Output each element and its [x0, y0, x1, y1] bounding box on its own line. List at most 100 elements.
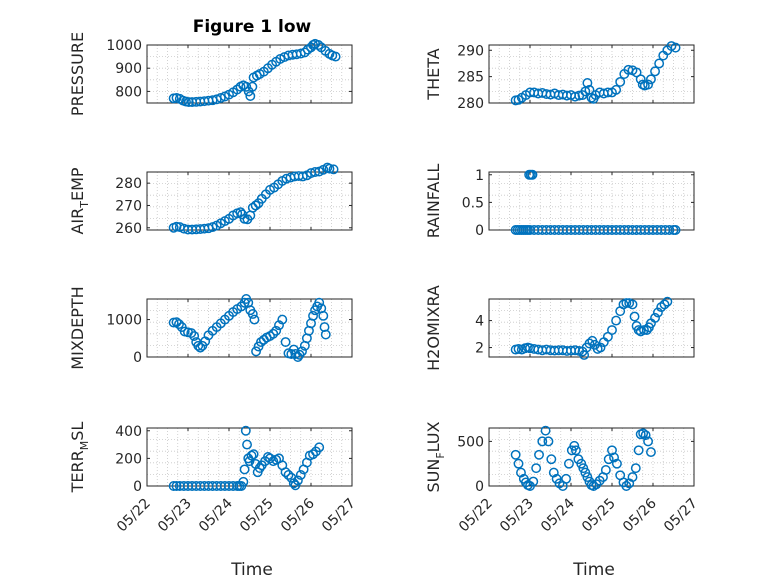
data-point: [570, 345, 581, 356]
data-point: [239, 464, 250, 475]
data-point: [570, 91, 581, 102]
subplot-7: 0 200 400 TERRMSL 05/22 05/23 05/24 05/25 05/26 0…: [68, 422, 359, 536]
data-point: [534, 449, 544, 460]
data-point: [299, 47, 310, 58]
axes-frame: [146, 171, 353, 231]
x-tick-label: 05/24: [538, 495, 578, 535]
data-point: [629, 311, 640, 322]
data-point: [646, 447, 656, 458]
y-tick-label: 500: [457, 434, 484, 450]
data-point: [283, 470, 294, 480]
x-tick-label: 05/26: [278, 495, 318, 535]
data-point: [670, 42, 681, 53]
x-tick-label: 05/22: [114, 496, 154, 536]
data-point: [280, 337, 291, 347]
y-tick-label: 285: [457, 70, 484, 86]
x-tick-label: 05/24: [196, 495, 236, 535]
data-point: [633, 445, 644, 456]
data-point: [286, 472, 297, 483]
y-tick-label: 270: [115, 198, 142, 214]
y-axis-label: AIRTEMP: [68, 167, 91, 234]
data-point: [627, 299, 638, 310]
data-point: [238, 476, 249, 487]
y-tick-label: 200: [115, 451, 142, 467]
y-axis-label: THETA: [424, 48, 443, 100]
data-point: [627, 472, 638, 483]
data-point: [247, 81, 258, 92]
data-point: [638, 428, 649, 439]
y-tick-label: 900: [115, 61, 142, 77]
data-point: [569, 440, 580, 451]
data-point: [247, 309, 258, 319]
y-tick-label: 1000: [106, 38, 142, 54]
data-point: [330, 51, 341, 62]
data-point: [249, 314, 260, 325]
y-tick-label: 290: [457, 43, 484, 59]
data-point: [561, 473, 572, 484]
data-point: [543, 436, 554, 447]
data-point: [603, 454, 614, 465]
data-point: [195, 342, 206, 353]
data-point: [313, 40, 324, 50]
data-point: [564, 458, 574, 469]
axes-frame: [488, 298, 695, 358]
data-point: [328, 164, 339, 175]
data-point: [319, 322, 330, 333]
data-point: [546, 454, 557, 465]
x-tick-label: 05/25: [237, 496, 277, 536]
data-point: [662, 296, 673, 307]
data-point: [576, 458, 587, 469]
data-point: [548, 467, 559, 478]
y-tick-label: 0.5: [462, 195, 484, 211]
y-tick-label: 0: [133, 479, 142, 495]
data-point: [527, 169, 538, 180]
axes-frame: [488, 171, 695, 231]
data-point: [639, 325, 649, 335]
data-point: [652, 307, 663, 318]
data-point: [215, 92, 226, 103]
data-point: [250, 200, 261, 211]
data-point: [251, 346, 262, 357]
subplot-6: 2 4 H2OMIXRA: [424, 285, 695, 371]
data-point: [189, 331, 200, 341]
data-point: [528, 476, 539, 487]
x-axis-label-left: Time: [230, 560, 273, 580]
data-point: [664, 225, 675, 235]
x-tick-label: 05/27: [319, 496, 359, 536]
data-point: [295, 470, 306, 480]
data-point: [650, 66, 660, 77]
figure-title: Figure 1 low: [193, 17, 312, 37]
data-point: [615, 76, 626, 87]
y-tick-label: 2: [475, 341, 484, 357]
data-point: [600, 464, 611, 475]
subplot-3: 260 270 280 AIRTEMP: [68, 162, 353, 237]
data-point: [609, 452, 619, 463]
data-point: [621, 298, 632, 308]
data-point: [320, 329, 331, 340]
data-point: [607, 325, 617, 335]
data-point: [292, 475, 303, 486]
data-point: [611, 315, 622, 326]
data-point: [607, 445, 617, 456]
data-point: [183, 97, 194, 108]
data-point: [186, 328, 197, 339]
y-tick-label: 280: [115, 176, 142, 192]
data-point: [611, 458, 622, 469]
y-tick-label: 800: [115, 84, 142, 100]
data-point: [314, 442, 325, 453]
data-point: [643, 79, 654, 90]
axes-frame: [146, 44, 353, 104]
data-point: [537, 436, 548, 447]
data-point: [254, 463, 265, 473]
data-point: [240, 425, 251, 436]
x-tick-label: 05/25: [579, 496, 619, 536]
data-point: [314, 297, 325, 308]
y-axis-label: SUNFLUX: [424, 421, 447, 492]
data-point: [168, 481, 179, 491]
data-point: [308, 449, 318, 460]
subplot-4: 0 0.5 1 RAINFALL: [424, 164, 695, 239]
data-point: [582, 472, 593, 483]
data-point: [308, 310, 318, 321]
data-point: [318, 310, 329, 321]
y-axis-label: PRESSURE: [68, 32, 87, 116]
